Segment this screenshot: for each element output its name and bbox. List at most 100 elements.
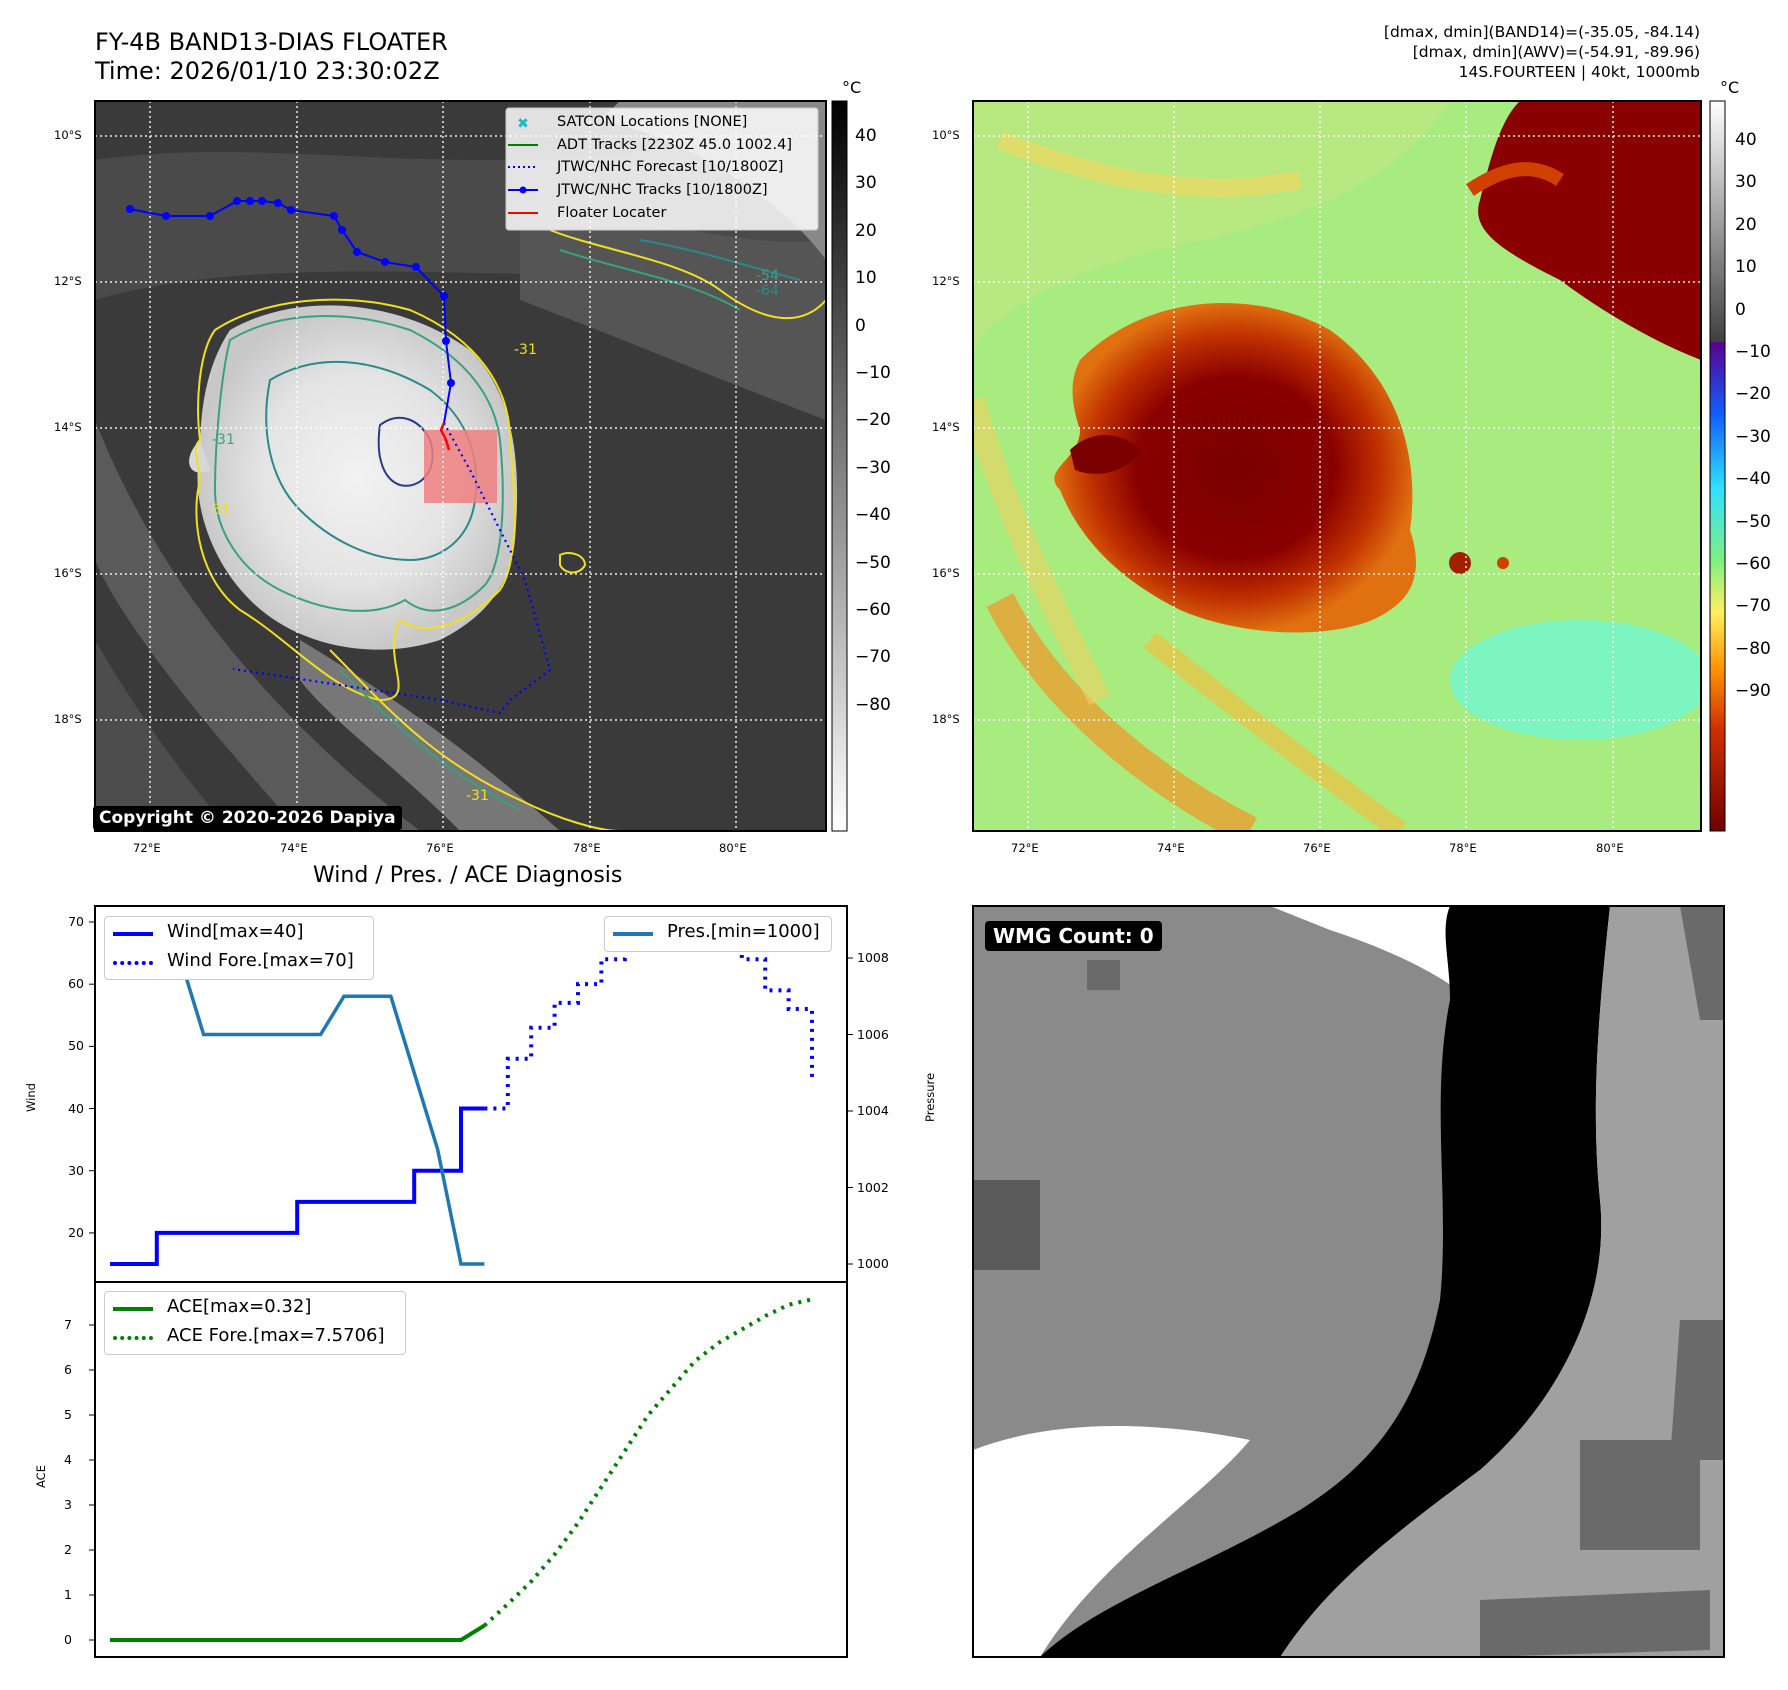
ir-colorbar-tick: −50 xyxy=(855,552,891,573)
wv-colorbar-tick: −40 xyxy=(1735,469,1771,490)
wv-colorbar-tick: −80 xyxy=(1735,638,1771,659)
wv-colorbar-tick: 40 xyxy=(1735,130,1757,150)
ir-lon-tick: 76°E xyxy=(426,841,454,855)
ace-tick-label: 1 xyxy=(64,1587,72,1602)
pressure-tick-label: 1008 xyxy=(857,950,889,965)
legend-marker-ace-fore xyxy=(113,1336,153,1340)
wv-colorbar-tick: −20 xyxy=(1735,384,1771,405)
wind-tick-label: 60 xyxy=(68,976,84,992)
ir-colorbar-unit: °C xyxy=(842,78,862,97)
ace-legend: ACE[max=0.32] ACE Fore.[max=7.5706] xyxy=(104,1291,406,1355)
wind-tick-label: 40 xyxy=(68,1100,84,1116)
pressure-tick-label: 1002 xyxy=(857,1179,889,1195)
ir-colorbar-tick: 30 xyxy=(855,173,877,194)
ir-panel-frame xyxy=(94,100,827,832)
ir-colorbar-tick: 0 xyxy=(855,315,866,336)
ace-frame xyxy=(94,1281,848,1658)
pressure-series-line xyxy=(133,918,485,1266)
ace-tick-label: 4 xyxy=(64,1452,72,1467)
wind-tick-label: 70 xyxy=(68,914,84,929)
ir-colorbar-tick: −40 xyxy=(855,505,891,526)
wind-ylabel: Wind xyxy=(24,1083,38,1112)
wv-lat-tick: 10°S xyxy=(932,128,960,142)
pressure-tick-label: 1004 xyxy=(857,1103,889,1118)
legend-label-pressure: Pres.[min=1000] xyxy=(667,921,820,942)
ir-colorbar-tick: 20 xyxy=(855,220,877,241)
wv-panel-frame xyxy=(972,100,1702,832)
ace-series-line xyxy=(110,1623,486,1642)
ace-tick-label: 3 xyxy=(64,1497,72,1512)
ir-lon-tick: 78°E xyxy=(573,841,601,855)
ace-ylabel: ACE xyxy=(34,1465,48,1488)
wv-colorbar-tick: −30 xyxy=(1735,426,1771,447)
ir-lat-tick: 16°S xyxy=(54,566,82,580)
legend-label-ace-fore: ACE Fore.[max=7.5706] xyxy=(167,1325,385,1346)
legend-marker-ace xyxy=(113,1307,153,1311)
ir-lon-tick: 72°E xyxy=(133,841,161,855)
pressure-ylabel: Pressure xyxy=(923,1072,937,1122)
wind-tick-label: 20 xyxy=(68,1224,84,1240)
svg-text:✖: ✖ xyxy=(517,116,529,132)
wv-colorbar-tick: 0 xyxy=(1735,299,1746,320)
ir-colorbar-tick: −60 xyxy=(855,600,891,620)
contour-label: -31 xyxy=(212,432,235,448)
ir-colorbar-tick: −10 xyxy=(855,363,891,383)
ir-colorbar-tick: −70 xyxy=(855,647,891,668)
legend-marker-wind-fore xyxy=(113,961,153,965)
wind-pressure-plot xyxy=(89,918,853,1266)
ir-colorbar-tick: 40 xyxy=(855,126,877,146)
ir-colorbar-tick: −80 xyxy=(855,694,891,715)
ir-legend: ✖ xyxy=(505,107,819,231)
pressure-legend: Pres.[min=1000] xyxy=(604,916,832,952)
wv-lon-tick: 76°E xyxy=(1303,841,1331,855)
figure-time: Time: 2026/01/10 23:30:02Z xyxy=(95,57,440,85)
legend-label-tracks: JTWC/NHC Tracks [10/1800Z] xyxy=(557,182,768,198)
ace-plot xyxy=(89,1297,813,1642)
ir-colorbar-tick: −20 xyxy=(855,410,891,431)
ir-lon-tick: 80°E xyxy=(719,841,747,855)
wv-colorbar-tick: −60 xyxy=(1735,554,1771,574)
ace-forecast-series-line xyxy=(483,1297,813,1628)
wind-tick-label: 30 xyxy=(68,1162,84,1178)
ir-lat-tick: 10°S xyxy=(54,128,82,142)
legend-label-ace: ACE[max=0.32] xyxy=(167,1296,312,1317)
legend-label-satcon: SATCON Locations [NONE] xyxy=(557,114,748,130)
wv-lon-tick: 80°E xyxy=(1596,841,1624,855)
info-awv: [dmax, dmin](AWV)=(-54.91, -89.96) xyxy=(1412,43,1700,61)
wv-colorbar-unit: °C xyxy=(1720,78,1740,97)
ace-tick-label: 7 xyxy=(64,1317,72,1332)
ir-lat-tick: 12°S xyxy=(54,274,82,288)
ir-colorbar-tick: −30 xyxy=(855,457,891,478)
legend-marker-wind xyxy=(113,932,153,936)
contour-label: -31 xyxy=(466,788,489,804)
ir-lon-tick: 74°E xyxy=(280,841,308,855)
wv-lon-tick: 72°E xyxy=(1011,841,1039,855)
wmg-panel xyxy=(973,906,1724,1657)
wv-lat-tick: 14°S xyxy=(932,420,960,434)
ir-lat-tick: 14°S xyxy=(54,420,82,434)
ace-tick-label: 0 xyxy=(64,1632,72,1647)
wv-colorbar-tick: 30 xyxy=(1735,172,1757,193)
info-band14: [dmax, dmin](BAND14)=(-35.05, -84.14) xyxy=(1383,23,1700,41)
legend-label-floater: Floater Locater xyxy=(557,205,667,221)
ir-lat-tick: 18°S xyxy=(54,712,82,726)
figure-title: FY-4B BAND13-DIAS FLOATER xyxy=(95,28,448,56)
copyright-badge: Copyright © 2020-2026 Dapiya xyxy=(93,806,402,830)
legend-label-wind: Wind[max=40] xyxy=(167,921,304,942)
legend-marker-satcon: ✖ xyxy=(517,116,529,132)
wind-legend: Wind[max=40] Wind Fore.[max=70] xyxy=(104,916,374,980)
legend-label-forecast: JTWC/NHC Forecast [10/1800Z] xyxy=(557,159,784,175)
wv-satellite-panel xyxy=(973,101,1701,831)
wind-series-line xyxy=(110,1106,485,1266)
diagnosis-title: Wind / Pres. / ACE Diagnosis xyxy=(313,863,623,888)
wv-lat-tick: 16°S xyxy=(932,566,960,580)
contour-label: -31 xyxy=(514,342,537,358)
ace-tick-label: 2 xyxy=(64,1542,72,1557)
wv-colorbar-tick: −50 xyxy=(1735,511,1771,532)
wv-lat-tick: 12°S xyxy=(932,274,960,288)
contour-label: -54 xyxy=(756,268,779,284)
pressure-tick-label: 1000 xyxy=(857,1256,889,1271)
wv-colorbar xyxy=(1709,100,1726,832)
ir-colorbar-tick: 10 xyxy=(855,268,877,289)
